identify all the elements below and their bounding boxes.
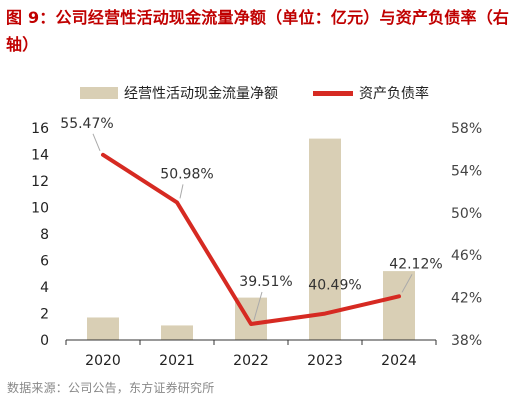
line-point-2023 — [323, 312, 327, 316]
y-right-tick-label: 58% — [451, 121, 482, 137]
data-label-2022: 39.51% — [239, 274, 292, 290]
data-label-2024: 42.12% — [389, 256, 442, 272]
y-right-tick-label: 54% — [451, 163, 482, 179]
chart-area: 经营性活动现金流量净额 资产负债率 2020 2021 2022 2023 2024 0 2 4 6… — [0, 74, 523, 374]
bar-2023 — [309, 138, 341, 340]
data-label-2020: 55.47% — [60, 116, 113, 132]
x-tick-label-2021: 2021 — [159, 353, 195, 369]
legend-label-line: 资产负债率 — [359, 85, 429, 102]
chart-title: 图 9：公司经营性活动现金流量净额（单位：亿元）与资产负债率（右轴） — [6, 8, 510, 54]
legend-swatch-line — [313, 91, 353, 96]
y-left-tick-label: 6 — [40, 254, 49, 270]
y-right-tick-label: 42% — [451, 291, 482, 307]
y-left-tick-label: 10 — [31, 201, 49, 217]
x-tick-label-2023: 2023 — [307, 353, 343, 369]
data-label-leader — [401, 274, 413, 293]
bar-2024 — [383, 271, 415, 340]
y-left-tick-label: 2 — [40, 307, 49, 323]
y-right-tick-label: 38% — [451, 333, 482, 349]
x-tick-label-2020: 2020 — [85, 353, 121, 369]
y-left-tick-label: 14 — [31, 148, 49, 164]
y-left-tick-label: 16 — [31, 121, 49, 137]
y-left-tick-label: 4 — [40, 280, 49, 296]
bar-2021 — [161, 325, 193, 340]
data-label-2021: 50.98% — [160, 166, 213, 182]
data-label-leader — [179, 184, 184, 199]
data-label-leader — [253, 291, 263, 321]
legend-label-bar: 经营性活动现金流量净额 — [124, 86, 278, 102]
y-left-tick-label: 12 — [31, 174, 49, 190]
line-point-2020 — [101, 153, 105, 157]
data-label-leader — [92, 133, 101, 152]
y-right-tick-label: 50% — [451, 206, 482, 222]
source-note: 数据来源：公司公告，东方证券研究所 — [7, 381, 215, 395]
y-right-tick-label: 46% — [451, 248, 482, 264]
y-left-tick-label: 0 — [40, 333, 49, 349]
line-point-2021 — [175, 200, 179, 204]
bar-2020 — [87, 317, 119, 340]
line-point-2024 — [397, 294, 401, 298]
x-tick-label-2022: 2022 — [233, 353, 269, 369]
x-tick-label-2024: 2024 — [381, 353, 417, 369]
legend-swatch-bar — [80, 87, 118, 99]
data-label-2023: 40.49% — [308, 278, 361, 294]
line-point-2022 — [249, 322, 253, 326]
y-left-tick-label: 8 — [40, 227, 49, 243]
